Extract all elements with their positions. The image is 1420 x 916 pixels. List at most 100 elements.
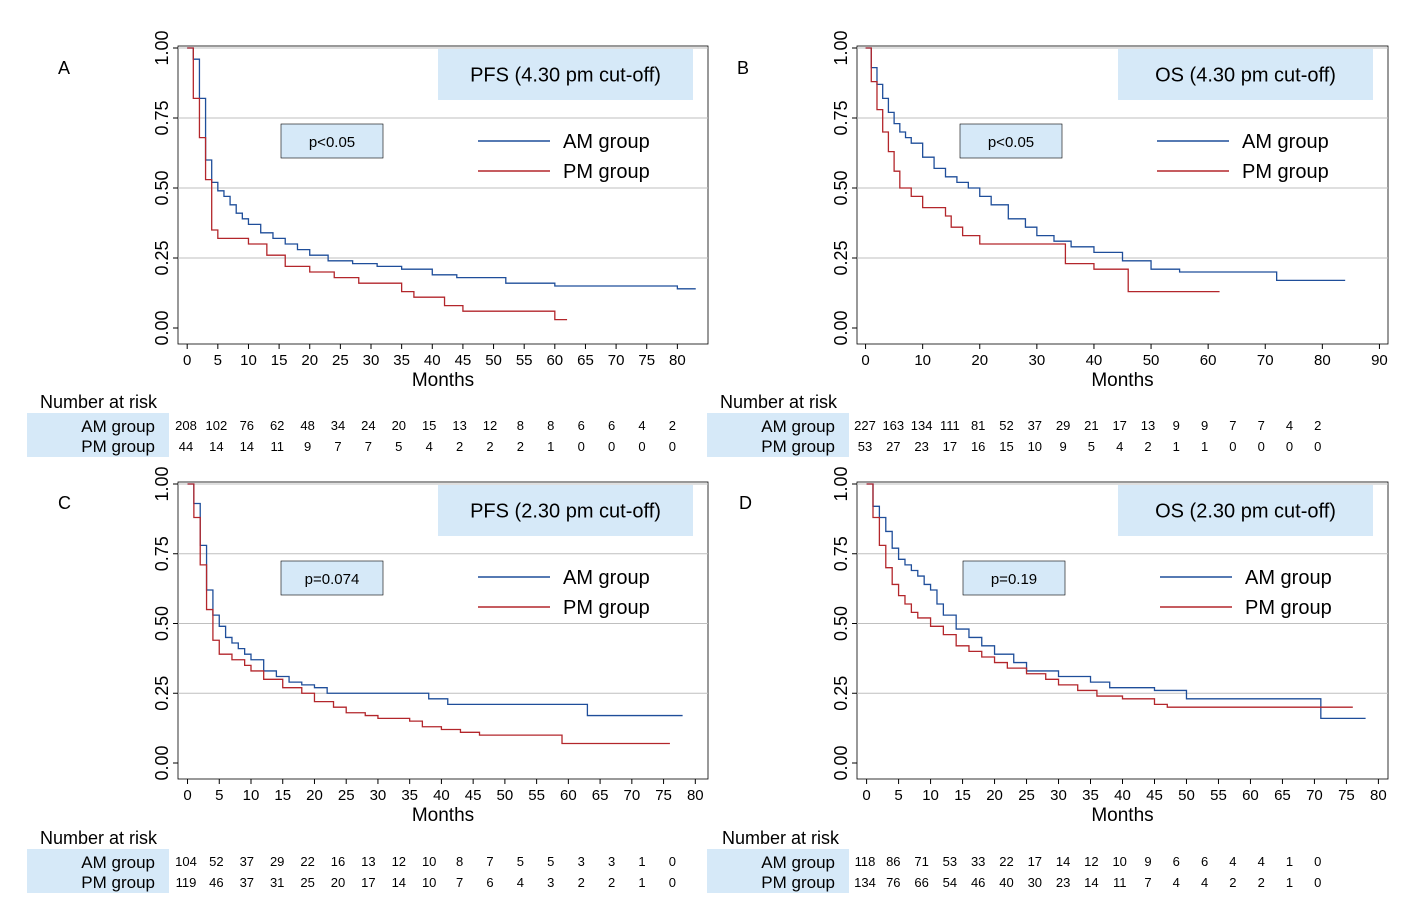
plot-frame [177,45,709,345]
risk-am-count: 4 [638,418,645,433]
risk-am-count: 2 [669,418,676,433]
risk-pm-count: 1 [638,875,645,890]
risk-am-count: 10 [422,854,436,869]
risk-pm-count: 1 [547,439,554,454]
risk-pm-count: 5 [1088,439,1095,454]
x-tick-label: 90 [1371,352,1388,369]
p-value-box [280,560,384,596]
risk-am-count: 33 [971,854,985,869]
risk-am-count: 134 [911,418,933,433]
x-tick-label: 50 [485,352,502,369]
x-tick-label: 15 [274,787,291,804]
risk-pm-count: 0 [1258,439,1265,454]
risk-am-count: 3 [608,854,615,869]
risk-am-count: 17 [1028,854,1042,869]
risk-am-count: 118 [855,854,876,869]
x-tick-label: 80 [1314,352,1331,369]
x-tick-label: 80 [669,352,686,369]
x-axis-title: Months [412,370,474,391]
risk-am-count: 1 [638,854,645,869]
risk-pm-count: 17 [943,439,957,454]
am-group-curve [866,483,1366,720]
risk-am-count: 8 [456,854,463,869]
risk-pm-count: 0 [578,439,585,454]
y-tick-label: 0.25 [152,240,172,275]
risk-pm-count: 7 [334,439,341,454]
title-box [1118,49,1373,100]
y-tick-label: 0.75 [152,536,172,571]
y-tick-label: 0.50 [152,606,172,641]
x-tick-label: 70 [1306,787,1323,804]
x-tick-label: 30 [363,352,380,369]
x-tick-label: 50 [497,787,514,804]
x-tick-label: 55 [528,787,545,804]
x-tick-label: 30 [370,787,387,804]
risk-pm-count: 46 [971,875,985,890]
risk-am-count: 5 [517,854,524,869]
y-tick-label: 0.25 [831,676,851,711]
risk-pm-count: 2 [578,875,585,890]
y-tick-label: 0.25 [831,240,851,275]
risk-pm-count: 1 [1286,875,1293,890]
risk-pm-count: 20 [331,875,345,890]
risk-pm-count: 0 [669,875,676,890]
risk-header: Number at risk [40,392,158,412]
risk-am-count: 86 [886,854,900,869]
y-tick-label: 1.00 [152,466,172,501]
risk-am-label: AM group [81,417,155,436]
risk-pm-count: 7 [456,875,463,890]
legend-label: AM group [1245,567,1332,589]
x-tick-label: 75 [638,352,655,369]
x-tick-label: 0 [862,787,870,804]
y-tick-label: 1.00 [831,466,851,501]
risk-am-count: 37 [1028,418,1042,433]
risk-pm-count: 46 [209,875,223,890]
p-value-label: p<0.05 [309,134,355,151]
risk-am-count: 12 [1084,854,1098,869]
x-tick-label: 25 [338,787,355,804]
risk-pm-count: 2 [517,439,524,454]
risk-pm-count: 9 [304,439,311,454]
risk-pm-count: 76 [886,875,900,890]
risk-pm-count: 4 [1116,439,1123,454]
risk-am-count: 13 [452,418,466,433]
y-tick-label: 0.75 [831,536,851,571]
x-tick-label: 65 [592,787,609,804]
risk-pm-count: 30 [1028,875,1042,890]
risk-am-count: 14 [1056,854,1070,869]
x-axis-title: Months [1091,805,1153,826]
x-tick-label: 0 [183,787,191,804]
risk-am-count: 6 [608,418,615,433]
x-tick-label: 40 [433,787,450,804]
risk-am-count: 9 [1201,418,1208,433]
risk-am-count: 102 [206,418,228,433]
x-tick-label: 80 [1370,787,1387,804]
x-tick-label: 15 [271,352,288,369]
am-group-curve [187,47,696,290]
risk-pm-count: 4 [426,439,433,454]
legend-label: PM group [563,597,650,619]
risk-am-count: 62 [270,418,284,433]
risk-am-count: 6 [1173,854,1180,869]
x-tick-label: 25 [1018,787,1035,804]
risk-label-band [707,849,849,893]
risk-header: Number at risk [720,392,838,412]
p-value-label: p=0.074 [305,571,360,588]
risk-pm-count: 0 [1286,439,1293,454]
panel-a: 0.000.250.500.751.000 5 10 15 20 25 30 35 40 45 50… [27,30,709,457]
title-box [1118,485,1373,536]
risk-am-count: 7 [486,854,493,869]
risk-am-count: 1 [1286,854,1293,869]
risk-pm-count: 14 [240,439,254,454]
risk-am-count: 208 [175,418,197,433]
risk-pm-count: 4 [1201,875,1208,890]
x-tick-label: 0 [861,352,869,369]
x-tick-label: 5 [214,352,222,369]
risk-am-label: AM group [761,417,835,436]
risk-label-band [707,413,849,457]
risk-pm-count: 27 [886,439,900,454]
x-tick-label: 60 [546,352,563,369]
x-tick-label: 20 [306,787,323,804]
risk-pm-count: 25 [300,875,314,890]
